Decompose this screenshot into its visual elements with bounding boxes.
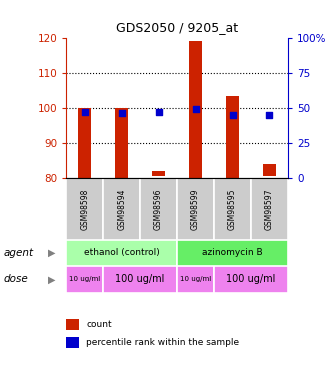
Text: GSM98594: GSM98594 [117,188,126,230]
Point [267,112,272,118]
Bar [251,178,288,240]
Text: ▶: ▶ [48,248,55,258]
Text: GSM98597: GSM98597 [265,188,274,230]
Bar [189,41,202,178]
Text: 100 ug/ml: 100 ug/ml [226,274,276,284]
Bar [226,96,239,178]
Bar [152,171,165,176]
Bar [115,108,128,178]
Text: ethanol (control): ethanol (control) [84,248,160,257]
Bar [66,266,103,292]
Bar [66,240,177,266]
Text: GSM98595: GSM98595 [228,188,237,230]
Text: azinomycin B: azinomycin B [202,248,263,257]
Bar [103,178,140,240]
Bar [140,178,177,240]
Bar [177,266,214,292]
Point [156,109,161,115]
Bar [263,164,276,176]
Bar [103,266,177,292]
Text: GSM98598: GSM98598 [80,188,89,230]
Text: 100 ug/ml: 100 ug/ml [116,274,165,284]
Text: ▶: ▶ [48,274,55,284]
Bar [177,178,214,240]
Bar [214,266,288,292]
Text: GDS2050 / 9205_at: GDS2050 / 9205_at [116,21,238,34]
Bar [177,240,288,266]
Text: GSM98596: GSM98596 [154,188,163,230]
Text: GSM98599: GSM98599 [191,188,200,230]
Point [119,111,124,117]
Bar [78,108,91,178]
Point [82,109,87,115]
Point [230,112,235,118]
Bar [66,337,79,348]
Text: dose: dose [3,274,28,284]
Text: agent: agent [3,248,33,258]
Text: 10 ug/ml: 10 ug/ml [180,276,211,282]
Point [193,106,198,112]
Bar [66,319,79,330]
Bar [66,178,103,240]
Text: percentile rank within the sample: percentile rank within the sample [86,338,239,347]
Text: count: count [86,320,112,329]
Text: 10 ug/ml: 10 ug/ml [69,276,100,282]
Bar [214,178,251,240]
